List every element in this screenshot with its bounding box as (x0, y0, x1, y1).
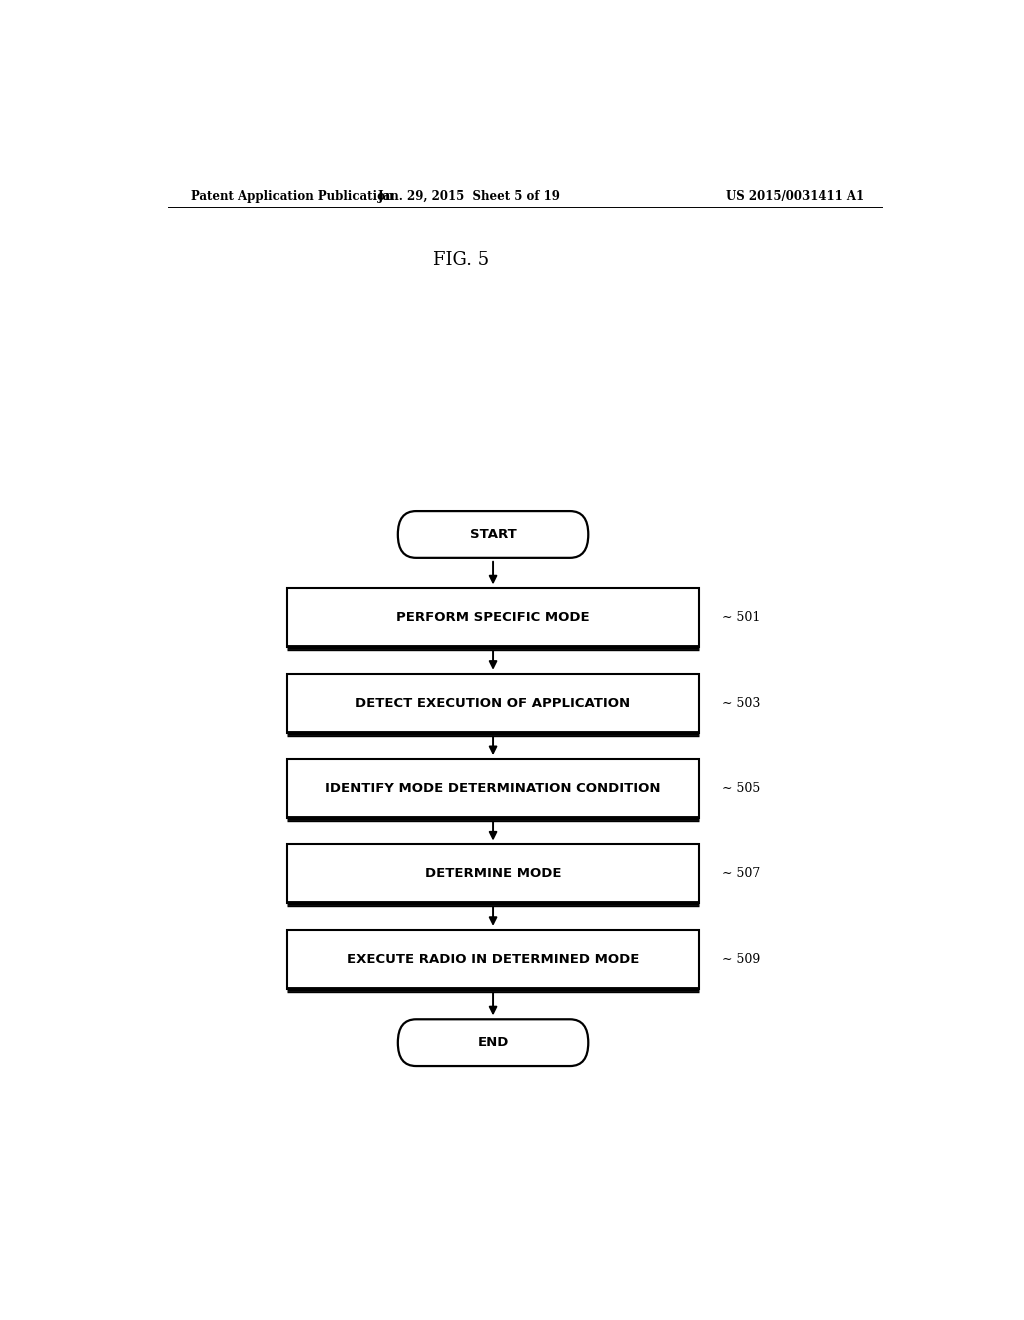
Text: ∼ 501: ∼ 501 (722, 611, 760, 624)
FancyBboxPatch shape (287, 759, 699, 818)
FancyBboxPatch shape (287, 845, 699, 903)
Text: EXECUTE RADIO IN DETERMINED MODE: EXECUTE RADIO IN DETERMINED MODE (347, 953, 639, 966)
FancyBboxPatch shape (287, 929, 699, 989)
FancyBboxPatch shape (287, 589, 699, 647)
Text: FIG. 5: FIG. 5 (433, 251, 489, 269)
Text: Jan. 29, 2015  Sheet 5 of 19: Jan. 29, 2015 Sheet 5 of 19 (378, 190, 561, 202)
Text: PERFORM SPECIFIC MODE: PERFORM SPECIFIC MODE (396, 611, 590, 624)
FancyBboxPatch shape (397, 511, 588, 558)
Text: DETERMINE MODE: DETERMINE MODE (425, 867, 561, 880)
Text: DETECT EXECUTION OF APPLICATION: DETECT EXECUTION OF APPLICATION (355, 697, 631, 710)
FancyBboxPatch shape (397, 1019, 588, 1067)
FancyBboxPatch shape (287, 673, 699, 733)
Text: IDENTIFY MODE DETERMINATION CONDITION: IDENTIFY MODE DETERMINATION CONDITION (326, 781, 660, 795)
Text: ∼ 505: ∼ 505 (722, 781, 760, 795)
Text: END: END (477, 1036, 509, 1049)
Text: ∼ 509: ∼ 509 (722, 953, 760, 966)
Text: ∼ 507: ∼ 507 (722, 867, 760, 880)
Text: Patent Application Publication: Patent Application Publication (191, 190, 394, 202)
Text: US 2015/0031411 A1: US 2015/0031411 A1 (726, 190, 863, 202)
Text: ∼ 503: ∼ 503 (722, 697, 760, 710)
Text: START: START (470, 528, 516, 541)
